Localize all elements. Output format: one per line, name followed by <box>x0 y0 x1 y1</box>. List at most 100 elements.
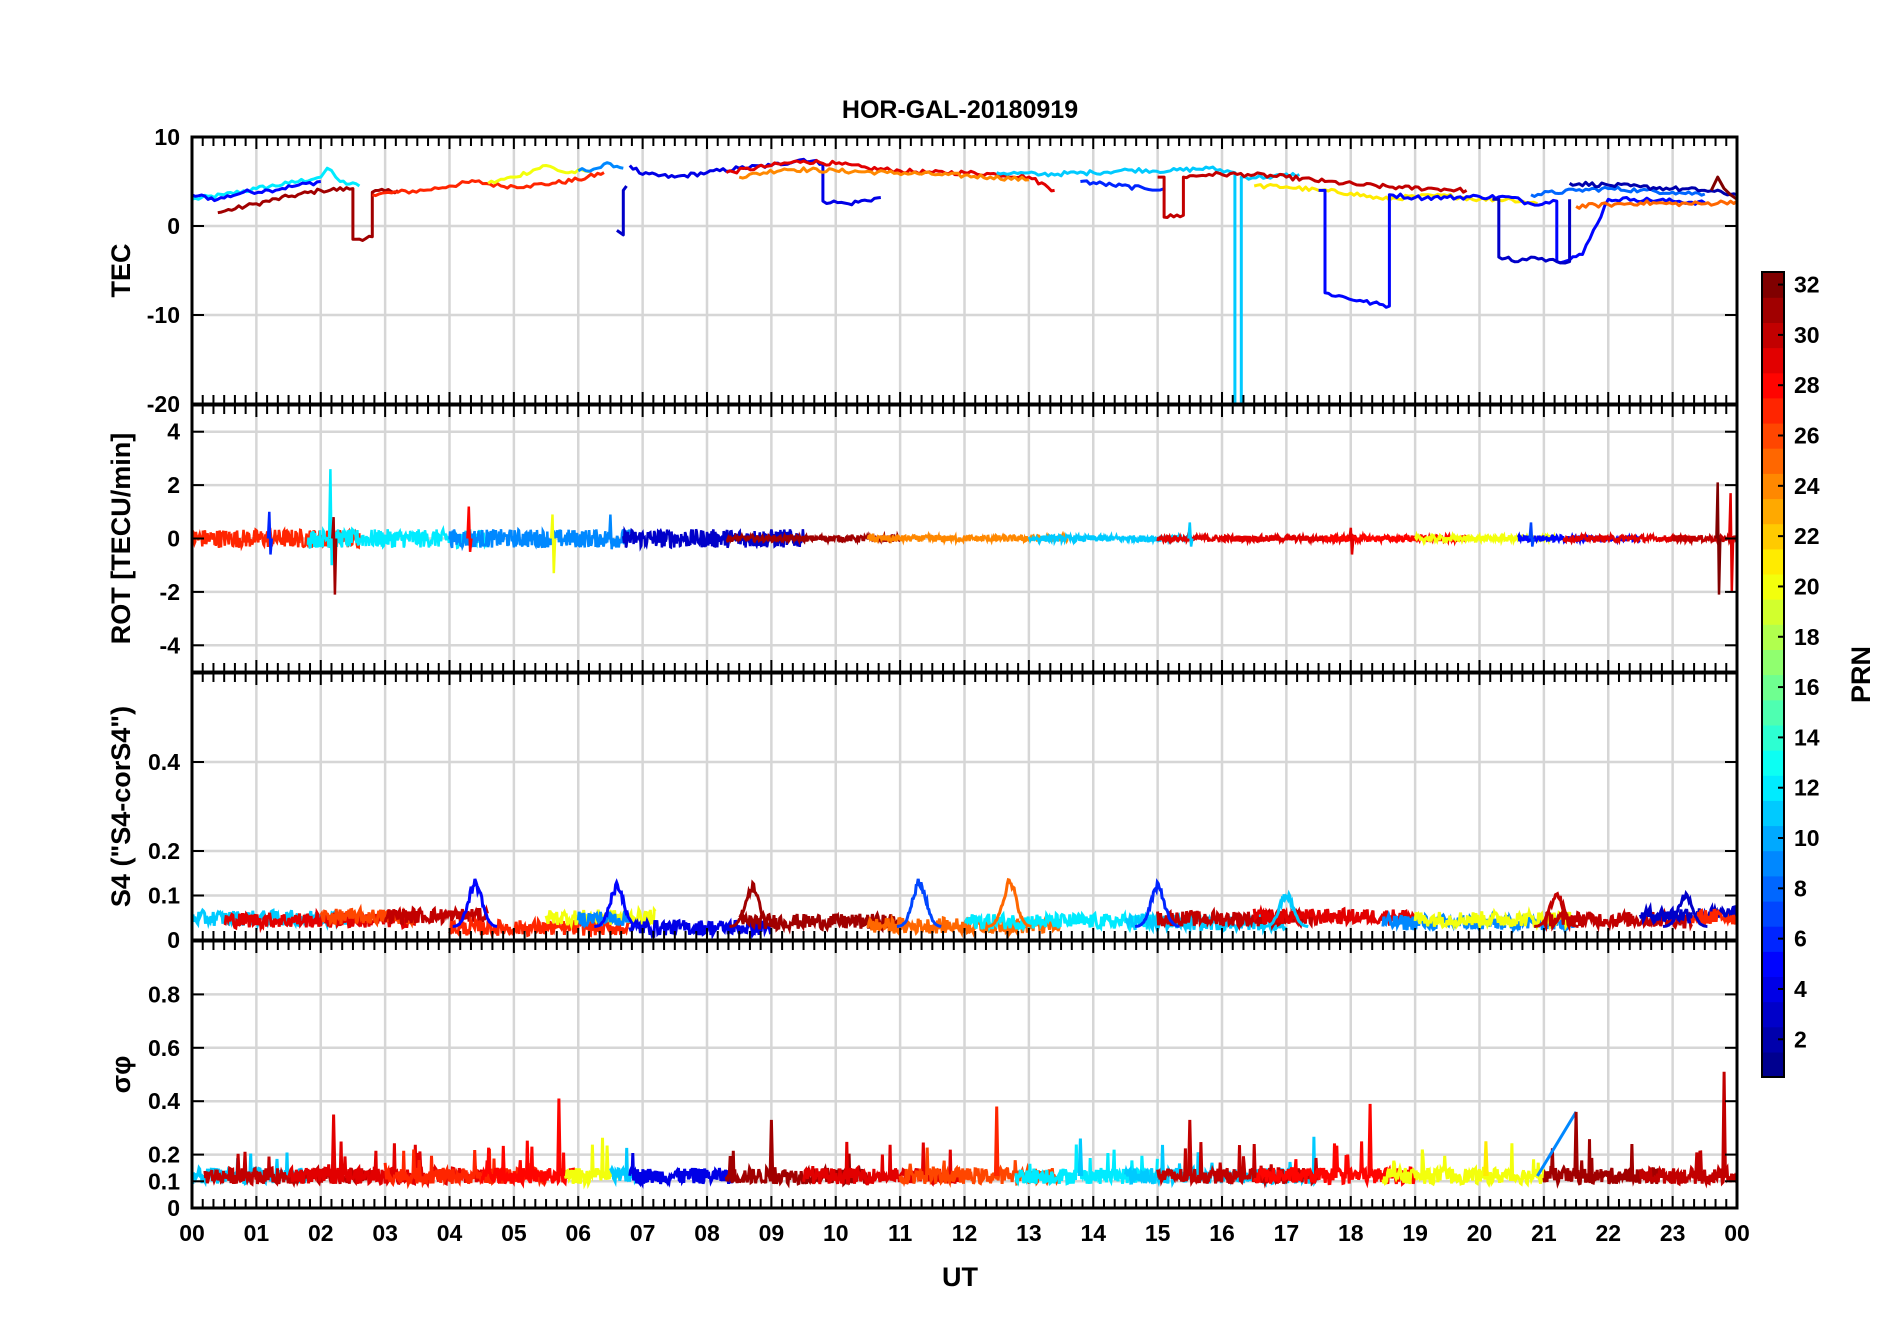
x-tick-label: 12 <box>952 1220 978 1246</box>
panel-rot: -4 -2 0 2 4 ROT [TECU/min] <box>106 403 1739 674</box>
series-line-prn-24 <box>738 166 1030 182</box>
y-tick-label: 2 <box>167 472 180 498</box>
s4-peak-prn-6 <box>1134 878 1180 928</box>
data-traces <box>192 469 1737 595</box>
rot-spike-prn-7 <box>1528 522 1535 547</box>
s4-trace-prn-30 <box>1542 907 1693 933</box>
s4-peak-prn-30 <box>1534 891 1579 928</box>
colorbar-swatch <box>1762 473 1784 500</box>
rot-spike-prn-11 <box>1187 522 1194 547</box>
x-tick-label: 19 <box>1402 1220 1428 1246</box>
x-tick-label: 10 <box>823 1220 849 1246</box>
colorbar-tick-label: 30 <box>1794 322 1820 348</box>
s4-peak-prn-31 <box>729 879 775 928</box>
colorbar-tick-label: 16 <box>1794 674 1820 700</box>
y-tick-label: 0.2 <box>148 838 180 864</box>
rot-spike-prn-29 <box>1348 527 1355 555</box>
colorbar-swatch <box>1762 397 1784 424</box>
rot-trace-prn-12 <box>306 525 490 551</box>
colorbar-swatch <box>1762 272 1784 298</box>
colorbar-swatch <box>1762 1026 1784 1053</box>
series-line-prn-31 <box>217 186 399 242</box>
x-tick-label: 11 <box>888 1220 913 1246</box>
y-axis-label: S4 ("S4-corS4") <box>106 706 136 907</box>
series-line-prn-30 <box>1157 170 1468 219</box>
sigma-trace-prn-28 <box>480 1140 580 1189</box>
colorbar-swatch <box>1762 422 1784 449</box>
y-tick-label: 10 <box>154 124 180 150</box>
colorbar-swatch <box>1762 1051 1784 1078</box>
sigma-trace-prn-20 <box>563 1137 618 1190</box>
y-tick-label: 0.1 <box>148 883 180 909</box>
sigma-trace-prn-20 <box>1381 1143 1546 1188</box>
s4-trace-prn-27 <box>448 915 631 939</box>
rot-spike-prn-31 <box>331 517 338 595</box>
y-tick-label: -2 <box>160 579 180 605</box>
y-tick-label: 0.6 <box>148 1035 180 1061</box>
colorbar-swatch <box>1762 548 1784 575</box>
gridlines <box>192 673 1737 940</box>
x-tick-label: 00 <box>179 1220 205 1246</box>
colorbar-swatch <box>1762 900 1784 927</box>
x-tick-label: 07 <box>630 1220 656 1246</box>
colorbar-tick-label: 4 <box>1794 976 1807 1002</box>
y-axis-label: TEC <box>106 244 136 298</box>
x-tick-label: 18 <box>1338 1220 1364 1246</box>
sigma-bridge-line <box>1536 1111 1578 1177</box>
colorbar-tick-label: 26 <box>1794 423 1820 449</box>
y-tick-label: 0.4 <box>148 1088 180 1114</box>
y-axis-label: ROT [TECU/min] <box>106 433 136 644</box>
y-tick-label: 0.2 <box>148 1142 180 1168</box>
s4-peak-prn-25 <box>987 877 1032 928</box>
sigma-trace-prn-4 <box>628 1152 734 1189</box>
sigma-spike-prn-29 <box>330 1114 337 1177</box>
colorbar-swatch <box>1762 750 1784 776</box>
x-tick-label: 17 <box>1274 1220 1300 1246</box>
colorbar-swatch <box>1762 951 1784 977</box>
y-tick-label: -20 <box>147 391 180 417</box>
x-tick-label: 01 <box>244 1220 270 1246</box>
colorbar-tick-label: 2 <box>1794 1026 1807 1052</box>
colorbar-swatch <box>1762 372 1784 399</box>
sigma-spike-prn-30 <box>1721 1071 1727 1177</box>
colorbar-label: PRN <box>1846 646 1876 703</box>
s4-peak-prn-5 <box>594 878 639 928</box>
colorbar-tick-label: 10 <box>1794 825 1820 851</box>
sigma-spike-prn-30 <box>1187 1119 1193 1177</box>
sigma-spike-prn-28 <box>556 1098 562 1177</box>
colorbar-swatch <box>1762 624 1784 650</box>
colorbar-tick-label: 12 <box>1794 775 1820 801</box>
colorbar-tick-label: 20 <box>1794 573 1820 599</box>
series-line-prn-6 <box>1080 179 1165 192</box>
y-tick-label: 0.8 <box>148 981 180 1007</box>
colorbar-swatch <box>1762 699 1784 726</box>
series-line-prn-20 <box>487 164 592 185</box>
colorbar-tick-label: 28 <box>1794 372 1820 398</box>
colorbar-swatch <box>1762 599 1784 625</box>
colorbar-tick-label: 22 <box>1794 523 1820 549</box>
data-traces <box>192 157 1737 404</box>
rot-trace-prn-29 <box>1562 530 1693 546</box>
x-tick-label: 15 <box>1145 1220 1171 1246</box>
rot-trace-prn-9 <box>448 526 631 552</box>
colorbar-swatch <box>1762 448 1784 474</box>
series-line-prn-8 <box>1530 185 1706 198</box>
colorbar-swatch <box>1762 649 1784 676</box>
x-tick-label: 02 <box>308 1220 334 1246</box>
y-axis-label: σφ <box>106 1056 136 1094</box>
colorbar-tick-label: 6 <box>1794 926 1807 952</box>
colorbar-frame <box>1761 271 1785 1078</box>
series-line-prn-12 <box>192 166 361 201</box>
y-tick-label: 0.1 <box>148 1168 180 1194</box>
series-line-prn-11 <box>996 165 1301 404</box>
colorbar-swatch <box>1762 347 1784 374</box>
x-tick-label: 06 <box>565 1220 591 1246</box>
sigma-trace-prn-31 <box>1542 1139 1661 1189</box>
colorbar-swatch <box>1762 322 1784 349</box>
x-ticks <box>201 137 1728 404</box>
colorbar-swatch <box>1762 800 1784 827</box>
colorbar-swatch <box>1762 976 1784 1003</box>
